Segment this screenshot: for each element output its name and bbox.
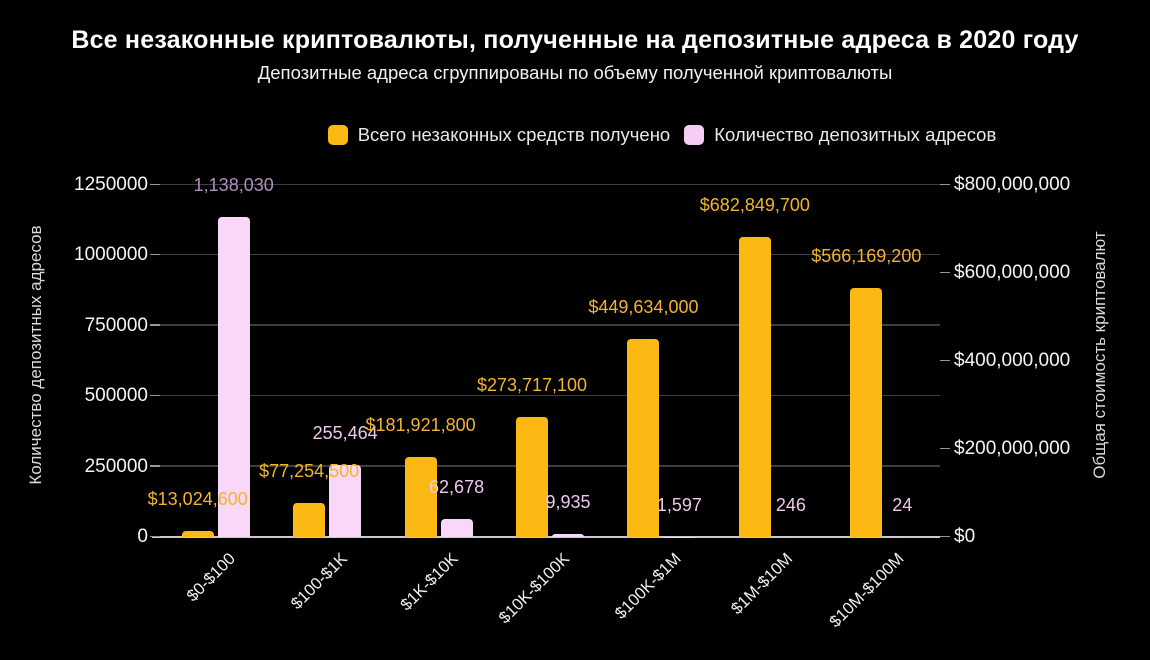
gridline [160,394,940,397]
chart-subtitle: Депозитные адреса сгруппированы по объем… [257,62,893,83]
left-axis-tick [150,535,160,537]
left-axis-tick-label: 500000 [84,385,148,407]
x-axis-label: $1K-$10K [397,549,462,615]
gridline [160,183,940,185]
value-label-count: 9,935 [545,492,591,513]
x-axis-label: $0-$100 [183,549,240,606]
x-axis-label: $10M-$100M [826,549,908,632]
bar-illicit-funds[interactable] [404,456,437,537]
legend-item-illicit-funds[interactable]: Всего незаконных средств получено [327,124,671,146]
value-label-usd: $682,849,700 [699,194,810,215]
x-axis-line [152,536,940,538]
right-axis-tick-label: $800,000,000 [954,174,1071,195]
plot-area: $13,024,600 1,138,030 $77,254,500 255,464 $1… [148,175,950,538]
right-axis-tick [940,535,950,537]
right-axis-tick [940,359,950,361]
left-axis-tick [150,465,160,467]
left-axis-tick-label: 750000 [84,314,148,336]
right-axis-tick [940,271,950,273]
left-axis-tick [150,183,160,185]
value-label-count: 24 [892,495,913,515]
right-axis-tick [940,183,950,185]
value-label-usd: $181,921,800 [365,414,476,435]
legend-label-deposit-addresses: Количество депозитных адресов [714,124,997,145]
value-label-usd: $77,254,500 [259,461,360,482]
right-axis-tick-label: $600,000,000 [954,262,1071,283]
value-label-usd: $566,169,200 [811,245,922,266]
value-label-count: 1,597 [656,494,702,515]
bar-deposit-addresses[interactable] [329,465,362,537]
value-label-count: 255,464 [312,423,378,444]
bar-illicit-funds[interactable] [850,287,883,537]
bar-illicit-funds[interactable] [627,339,660,537]
gridline [160,465,940,467]
legend-item-deposit-addresses[interactable]: Количество депозитных адресов [684,124,996,146]
gridline [160,324,940,326]
value-label-usd: $449,634,000 [588,297,699,318]
left-axis-tick-label: 1250000 [74,174,148,195]
value-label-count: 1,138,030 [193,174,274,195]
bar-deposit-addresses[interactable] [217,216,250,537]
bar-illicit-funds[interactable] [516,416,548,537]
x-axis-label: $100-$1K [287,549,351,613]
right-axis-tick-label: $0 [954,526,976,547]
x-axis-label: $10K-$100K [495,549,574,628]
bar-deposit-addresses[interactable] [552,534,584,537]
bar-deposit-addresses[interactable] [440,519,473,537]
value-label-count: 62,678 [429,477,485,498]
left-axis-tick [150,253,160,256]
value-label-usd: $13,024,600 [147,489,248,510]
legend-label-illicit-funds: Всего незаконных средств получено [357,124,671,145]
legend: Всего незаконных средств получено Количе… [87,124,1150,146]
right-axis-tick-label: $200,000,000 [954,438,1071,459]
right-axis-tick-label: $400,000,000 [954,350,1071,371]
legend-swatch-orange-icon [327,125,348,145]
bar-illicit-funds[interactable] [738,236,771,537]
chart-title: Все незаконные криптовалюты, полученные … [71,26,1079,54]
value-label-count: 246 [775,494,806,515]
x-axis-label: $100K-$1M [611,549,685,623]
gridline [160,253,940,256]
left-axis-tick [150,394,160,397]
value-label-usd: $273,717,100 [476,374,588,395]
right-axis-title: Общая стоимость криптовалют [1090,231,1109,479]
left-axis-tick-label: 1000000 [74,244,148,266]
right-axis-tick [940,447,950,449]
left-axis-tick-label: 0 [137,526,148,547]
x-axis-label: $1M-$10M [727,549,797,619]
bar-illicit-funds[interactable] [293,503,326,537]
left-axis-tick [150,324,160,326]
legend-swatch-pink-icon [684,125,705,145]
bar-illicit-funds[interactable] [181,531,214,537]
left-axis-tick-label: 250000 [84,455,148,477]
